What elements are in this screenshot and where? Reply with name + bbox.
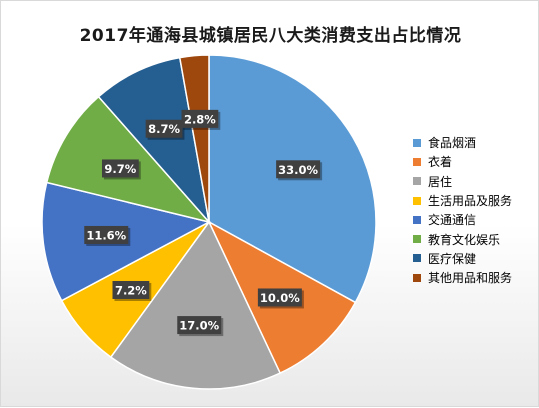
legend-item-5: 交通通信 <box>413 210 512 229</box>
legend-label: 其他用品和服务 <box>428 271 513 286</box>
legend-label: 居住 <box>428 174 453 189</box>
legend-swatch <box>413 196 421 205</box>
legend-swatch <box>413 138 421 147</box>
pie-slice-1 <box>208 54 377 304</box>
legend: 食品烟酒衣着居住生活用品及服务 交通通信教育文化娱乐 医疗保健其他用品和服务 <box>413 133 512 287</box>
svg-text:7.2%: 7.2% <box>115 283 147 297</box>
svg-text:33.0%: 33.0% <box>278 163 318 177</box>
legend-swatch <box>413 177 421 186</box>
legend-label: 医疗保健 <box>428 251 477 266</box>
legend-item-6: 教育文化娱乐 <box>413 229 512 248</box>
legend-label: 教育文化娱乐 <box>428 232 501 247</box>
legend-item-4: 生活用品及服务 <box>413 191 512 210</box>
svg-text:10.0%: 10.0% <box>260 291 300 305</box>
legend-swatch <box>413 254 421 263</box>
legend-label: 衣着 <box>428 155 453 170</box>
legend-item-7: 医疗保健 <box>413 249 512 268</box>
data-label-3: 17.0% <box>177 316 224 337</box>
pie-slice-8 <box>178 54 210 223</box>
data-label-1: 33.0% <box>276 160 323 181</box>
legend-item-2: 衣着 <box>413 152 512 171</box>
chart-title: 2017年通海县城镇居民八大类消费支出占比情况 <box>79 26 462 46</box>
legend-item-8: 其他用品和服务 <box>413 268 512 287</box>
data-label-2: 10.0% <box>257 288 304 309</box>
svg-text:8.7%: 8.7% <box>148 122 180 136</box>
legend-label: 交通通信 <box>428 213 477 228</box>
legend-label: 生活用品及服务 <box>428 194 513 209</box>
data-label-5: 11.6% <box>84 225 131 246</box>
svg-text:2.8%: 2.8% <box>184 112 216 126</box>
data-label-7: 8.7% <box>145 119 185 140</box>
pie-slice-7 <box>97 56 211 225</box>
svg-text:17.0%: 17.0% <box>179 319 219 333</box>
legend-swatch <box>413 273 421 282</box>
pie-slice-3 <box>109 220 282 390</box>
legend-swatch <box>413 235 421 244</box>
svg-text:11.6%: 11.6% <box>86 228 126 242</box>
data-label-8: 2.8% <box>181 109 221 130</box>
data-label-4: 7.2% <box>112 280 152 301</box>
data-label-6: 9.7% <box>101 159 141 180</box>
legend-swatch <box>413 157 421 166</box>
legend-swatch <box>413 215 421 224</box>
legend-item-3: 居住 <box>413 172 512 191</box>
pie-slice-6 <box>45 95 212 224</box>
svg-text:9.7%: 9.7% <box>104 162 136 176</box>
legend-item-1: 食品烟酒 <box>413 133 512 152</box>
legend-label: 食品烟酒 <box>428 136 477 151</box>
